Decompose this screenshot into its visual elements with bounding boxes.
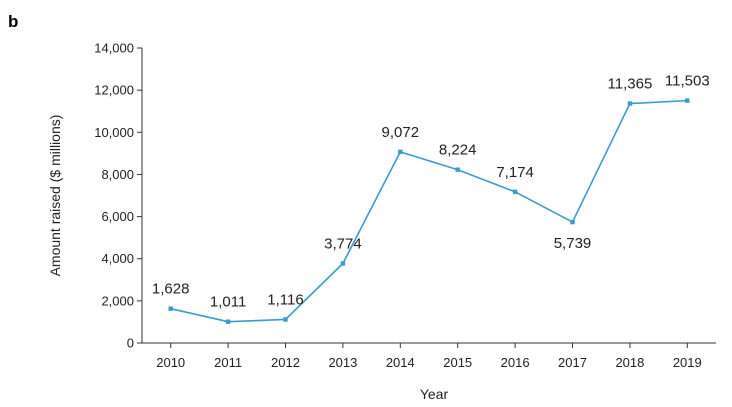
data-point (627, 101, 633, 106)
data-label: 8,224 (439, 142, 477, 159)
y-tick-label: 2,000 (101, 293, 134, 308)
data-point (398, 149, 403, 155)
x-tick-label: 2019 (673, 355, 702, 370)
y-tick-label: 6,000 (101, 209, 134, 224)
data-point (512, 189, 518, 195)
y-ticks: 0 2,000 4,000 6,000 8,000 10,000 12,000 14,000 (94, 41, 142, 351)
data-label: 1,628 (152, 281, 190, 298)
data-label: 11,503 (665, 73, 710, 90)
data-label: 1,116 (267, 291, 303, 308)
x-tick-label: 2016 (501, 355, 530, 370)
y-tick-label: 10,000 (94, 125, 134, 140)
data-label: 11,365 (608, 76, 653, 93)
series-line (170, 99, 688, 323)
data-label: 9,072 (382, 124, 420, 141)
data-point (685, 98, 690, 103)
data-label: 3,774 (324, 235, 362, 252)
x-tick-label: 2013 (328, 355, 357, 370)
x-tick-label: 2015 (443, 355, 472, 370)
y-tick-label: 12,000 (94, 83, 134, 98)
y-tick-label: 0 (127, 336, 134, 351)
x-tick-label: 2011 (214, 355, 242, 370)
y-tick-label: 8,000 (101, 167, 134, 182)
y-tick-label: 4,000 (101, 251, 134, 266)
panel-label: b (8, 12, 18, 31)
series-group (168, 98, 690, 324)
axes (141, 48, 716, 344)
data-label: 1,011 (210, 294, 246, 311)
data-label: 5,739 (554, 235, 592, 252)
data-point (168, 306, 173, 311)
x-tick-label: 2012 (271, 355, 300, 370)
y-axis-title: Amount raised ($ millions) (47, 115, 63, 277)
data-labels: 1,628 1,011 1,116 3,774 9,072 8,224 7,174 5,739… (152, 73, 710, 311)
data-point (225, 319, 231, 324)
data-point (340, 261, 346, 266)
data-point (283, 317, 288, 322)
x-tick-label: 2018 (615, 355, 644, 370)
x-tick-label: 2010 (156, 355, 185, 370)
x-axis-title: Year (420, 386, 449, 402)
data-point (455, 167, 460, 172)
y-tick-label: 14,000 (94, 41, 134, 56)
x-tick-label: 2014 (386, 355, 415, 370)
x-ticks: 2010 2011 2012 2013 2014 2015 2016 2017 2018 2019 (156, 343, 702, 370)
data-label: 7,174 (496, 164, 534, 181)
data-point (570, 219, 575, 225)
x-tick-label: 2017 (558, 355, 587, 370)
